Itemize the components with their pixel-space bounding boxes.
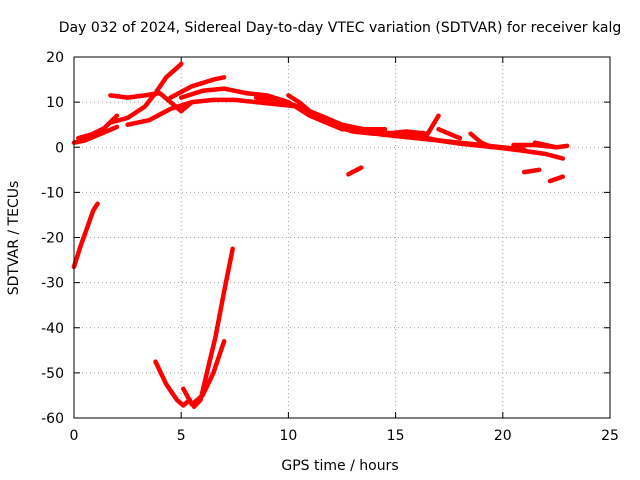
series-arc-23 [521,167,542,175]
series-arc-1 [71,201,100,270]
series-arc-18 [436,126,463,141]
series-arc-9 [125,97,302,127]
series-arc-21 [532,140,559,150]
x-tick-label: 15 [387,428,405,444]
x-tick-label: 20 [494,428,512,444]
series-arc-11 [178,86,270,100]
y-tick-label: -50 [41,366,64,382]
plot-frame [73,56,611,419]
y-axis-label: SDTVAR / TECUs [6,181,22,296]
y-tick-label: -10 [41,185,64,201]
y-tick-label: 20 [46,50,64,66]
x-tick-label: 5 [177,428,186,444]
series-arc-8 [108,90,195,114]
grid [74,57,610,418]
y-tick-label: 10 [46,95,64,111]
series-arc-10 [168,75,227,100]
series-arc-2 [153,359,193,408]
x-tick-label: 0 [70,428,79,444]
y-tick-label: -60 [41,411,64,427]
series-arc-17 [393,133,566,161]
series-arc-24 [547,174,566,184]
series-arc-22 [346,165,364,177]
y-tick-label: -40 [41,321,64,337]
data-series [71,61,570,409]
x-tick-label: 10 [279,428,297,444]
x-tick-label: 25 [601,428,619,444]
y-tick-label: -30 [41,276,64,292]
series-arc-5 [71,124,120,145]
y-tick-label: 0 [55,140,64,156]
series-arc-19 [468,131,495,150]
y-tick-label: -20 [41,231,64,247]
x-axis-label: GPS time / hours [281,458,398,474]
chart-title: Day 032 of 2024, Sidereal Day-to-day VTE… [59,20,621,36]
axis-ticks: 0 5 10 15 20 25 -60 -50 -40 -30 -20 -10 0 10 20 [41,50,619,444]
series-arc-4 [191,246,235,409]
